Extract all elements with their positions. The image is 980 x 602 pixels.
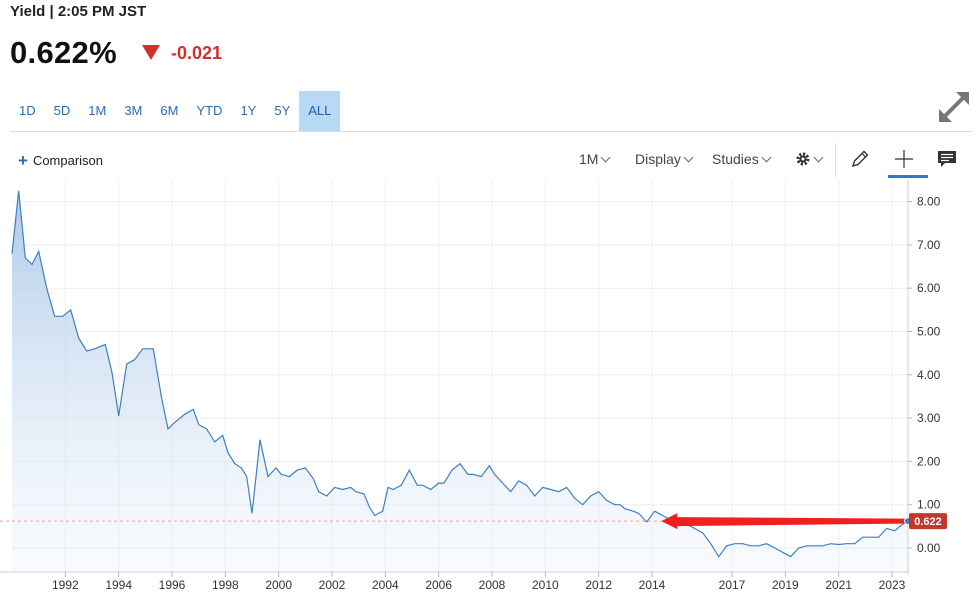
current-price-label: 0.622 — [909, 513, 947, 530]
yield-area — [12, 190, 908, 573]
x-tick-label: 2017 — [719, 578, 746, 592]
y-tick-label: 2.00 — [917, 454, 941, 468]
range-button-5d[interactable]: 5D — [53, 103, 71, 118]
news-icon[interactable] — [937, 149, 957, 169]
x-tick-label: 1992 — [52, 578, 79, 592]
current-price-text: 0.622 — [914, 516, 942, 528]
settings-dropdown[interactable] — [795, 151, 824, 167]
x-tick-label: 2014 — [639, 578, 666, 592]
y-tick-label: 8.00 — [917, 195, 941, 209]
x-tick-label: 2004 — [372, 578, 399, 592]
annotation-arrow — [661, 513, 912, 530]
range-button-ytd[interactable]: YTD — [196, 103, 223, 118]
arrow-shaft — [675, 517, 906, 527]
y-tick-label: 4.00 — [917, 368, 941, 382]
chevron-down-icon — [761, 152, 772, 163]
range-button-1m[interactable]: 1M — [88, 103, 107, 118]
x-tick-label: 2002 — [319, 578, 346, 592]
range-button-6m[interactable]: 6M — [160, 103, 179, 118]
x-tick-label: 2006 — [425, 578, 452, 592]
x-tick-label: 1996 — [159, 578, 186, 592]
current-price-badge — [909, 513, 947, 530]
x-axis: 1992 1994 1996 1998 2000 2002 2004 2006 2008 2010… — [0, 571, 908, 592]
time-range-selector: 1D 5D 1M 3M 6M YTD 1Y 5Y ALL — [10, 91, 341, 131]
display-label: Display — [635, 151, 681, 167]
yield-line — [11, 190, 909, 558]
range-button-3m[interactable]: 3M — [124, 103, 143, 118]
y-tick-label: 0.00 — [917, 541, 941, 555]
range-button-1y[interactable]: 1Y — [240, 103, 257, 118]
toolbar-divider — [10, 131, 972, 132]
y-tick-label: 7.00 — [917, 238, 941, 252]
tool-divider — [835, 143, 836, 177]
y-tick-label: 5.00 — [917, 325, 941, 339]
x-tick-label: 1994 — [105, 578, 132, 592]
studies-dropdown[interactable]: Studies — [712, 151, 772, 167]
x-tick-label: 2000 — [265, 578, 292, 592]
settings-gear-icon — [796, 152, 810, 166]
studies-label: Studies — [712, 151, 759, 167]
x-tick-label: 2019 — [772, 578, 799, 592]
y-axis: 8.00 7.00 6.00 5.00 4.00 3.00 2.00 1.00 0.00 — [908, 195, 941, 555]
pencil-draw-icon[interactable] — [849, 148, 871, 170]
interval-dropdown[interactable]: 1M — [579, 151, 611, 167]
chevron-down-icon — [683, 152, 694, 163]
x-tick-label: 2008 — [479, 578, 506, 592]
arrow-head — [661, 513, 678, 530]
y-tick-label: 3.00 — [917, 411, 941, 425]
current-yield-price: 0.622% — [10, 35, 117, 70]
yield-chart[interactable]: 8.00 7.00 6.00 5.00 4.00 3.00 2.00 1.00 0.00 199… — [0, 180, 980, 602]
chevron-down-icon — [813, 152, 824, 163]
header-title: Yield | 2:05 PM JST — [10, 3, 147, 20]
range-button-1d[interactable]: 1D — [19, 103, 36, 118]
chevron-down-icon — [601, 152, 611, 163]
range-button-all[interactable]: ALL — [299, 91, 341, 131]
x-tick-label: 2023 — [879, 578, 906, 592]
down-triangle-icon — [142, 45, 160, 60]
range-button-5y[interactable]: 5Y — [274, 103, 291, 118]
active-tool-indicator — [888, 175, 928, 178]
plus-icon: + — [18, 150, 28, 170]
expand-icon[interactable] — [935, 88, 973, 126]
price-change: -0.021 — [171, 43, 223, 63]
comparison-button[interactable]: + Comparison — [18, 150, 104, 170]
display-dropdown[interactable]: Display — [635, 151, 694, 167]
y-tick-label: 1.00 — [917, 498, 941, 512]
x-tick-label: 2010 — [532, 578, 559, 592]
y-tick-label: 6.00 — [917, 281, 941, 295]
x-tick-label: 2021 — [825, 578, 852, 592]
interval-label: 1M — [579, 151, 599, 167]
x-tick-label: 2012 — [585, 578, 612, 592]
comparison-label: Comparison — [32, 153, 104, 168]
crosshair-icon[interactable] — [893, 148, 915, 170]
x-tick-label: 1998 — [212, 578, 239, 592]
